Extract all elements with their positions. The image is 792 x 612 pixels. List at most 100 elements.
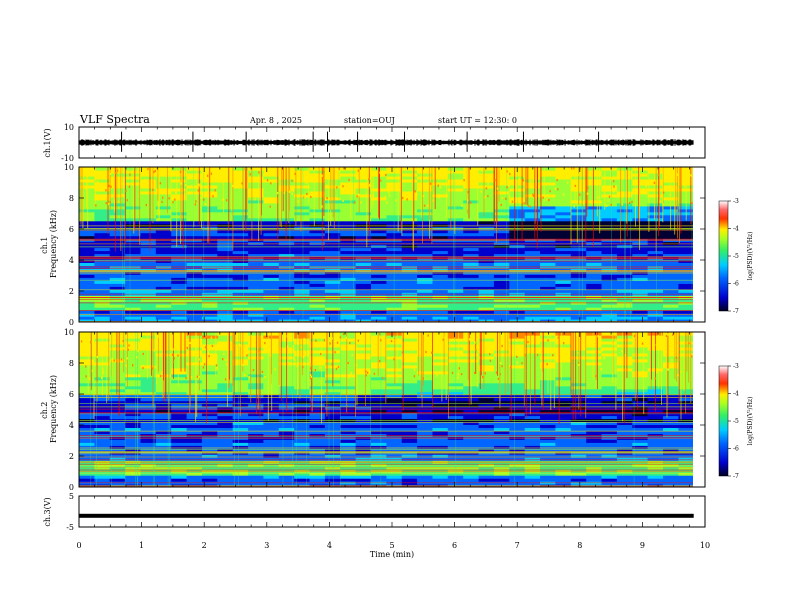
spectrogram-cell	[570, 307, 587, 311]
spectrogram-cell	[632, 332, 649, 336]
spectrogram-cell	[601, 244, 618, 249]
spectrogram-cell	[186, 217, 203, 222]
spectrogram-cell	[79, 439, 95, 443]
spectrogram-cell	[540, 454, 556, 458]
spectrogram-cell	[540, 313, 556, 317]
spectrogram-cell	[478, 173, 495, 177]
spectrogram-cell	[217, 335, 234, 339]
spectrogram-cell	[140, 332, 157, 336]
spectrogram-cell	[125, 262, 142, 266]
spectrogram-cell	[555, 283, 572, 287]
spectrogram-cell	[309, 406, 326, 411]
spectrogram-cell	[401, 343, 418, 348]
spectrogram-cell	[493, 367, 510, 372]
spectrogram-cell	[125, 178, 142, 183]
spectrogram-cell	[309, 262, 326, 266]
spectrogram-cell	[493, 335, 510, 339]
spectrogram-cell	[109, 229, 126, 234]
spectrogram-speckle	[437, 184, 439, 187]
spectrogram-cell	[432, 286, 449, 290]
spectrogram-cell	[601, 211, 618, 216]
spectrogram-cell	[94, 289, 111, 293]
spectrogram-cell	[586, 178, 603, 183]
spectrogram-cell	[616, 319, 633, 322]
spectrogram-cell	[447, 463, 464, 467]
spectrogram-cell	[493, 394, 510, 399]
spectrogram-cell	[79, 358, 95, 363]
spectrogram-cell	[186, 241, 203, 246]
spectrogram-cell	[109, 247, 126, 252]
spectrogram-cell	[555, 394, 572, 399]
spectrogram-cell	[232, 430, 249, 434]
spectrogram-cell	[478, 202, 495, 207]
spectrogram-cell	[386, 173, 403, 177]
spectrogram-cell	[678, 187, 693, 192]
spectrogram-cell	[232, 448, 249, 452]
spectrogram-cell	[171, 415, 188, 420]
spectrogram-cell	[155, 202, 172, 207]
spectrogram-speckle	[677, 174, 679, 177]
spectrogram-cell	[94, 445, 111, 449]
spectrogram-cell	[294, 173, 311, 177]
spectrogram-cell	[417, 307, 434, 311]
spectrogram-cell	[140, 196, 157, 201]
spectrogram-cell	[201, 346, 218, 351]
spectrogram-cell	[155, 199, 172, 204]
spectrogram-cell	[371, 451, 387, 455]
spectrogram-cell	[601, 457, 618, 461]
spectrogram-cell	[371, 382, 387, 387]
spectrogram-cell	[109, 235, 126, 240]
spectrogram-cell	[109, 457, 126, 461]
spectrogram-cell	[109, 232, 126, 237]
spectrogram-cell	[155, 187, 172, 192]
spectrogram-cell	[586, 184, 603, 189]
spectrogram-cell	[263, 472, 280, 476]
spectrogram-cell	[478, 400, 495, 405]
spectrogram-speckle	[487, 182, 489, 185]
spectrogram-cell	[125, 167, 142, 171]
spectrogram-cell	[647, 469, 664, 473]
spectrogram-cell	[524, 433, 541, 437]
spectrogram-cell	[324, 217, 341, 222]
spectrogram-cell	[663, 316, 679, 320]
spectrogram-cell	[140, 235, 157, 240]
spectrogram-cell	[140, 338, 157, 342]
spectrogram-cell	[632, 214, 649, 219]
spectrogram-cell	[248, 286, 265, 290]
spectrogram-cell	[555, 199, 572, 204]
spectrogram-cell	[109, 338, 126, 342]
spectrogram-cell	[540, 220, 556, 225]
spectrogram-cell	[540, 253, 556, 257]
spectrogram-cell	[125, 205, 142, 210]
spectrogram-cell	[586, 277, 603, 281]
spectrogram-cell	[217, 250, 234, 255]
spectrogram-cell	[663, 412, 679, 417]
spectrogram-cell	[493, 355, 510, 360]
spectrogram-cell	[109, 178, 126, 183]
spectrogram-cell	[540, 170, 556, 174]
spectrogram-cell	[540, 244, 556, 249]
spectrogram-cell	[371, 352, 387, 357]
spectrogram-cell	[217, 232, 234, 237]
spectrogram-cell	[524, 316, 541, 320]
spectrogram-speckle	[379, 171, 381, 174]
spectrogram-cell	[616, 445, 633, 449]
spectrogram-cell	[186, 475, 203, 479]
spectrogram-cell	[155, 454, 172, 458]
spectrogram-cell	[186, 223, 203, 228]
spectrogram-cell	[417, 361, 434, 366]
spectrogram-cell	[355, 319, 372, 322]
spectrogram-cell	[201, 250, 218, 255]
spectrogram-cell	[586, 358, 603, 363]
spectrogram-cell	[355, 445, 372, 449]
spectrogram-speckle	[505, 197, 507, 200]
spectrogram-cell	[601, 247, 618, 252]
spectrogram-cell	[555, 202, 572, 207]
spectrogram-cell	[647, 319, 664, 322]
spectrogram-cell	[616, 199, 633, 204]
spectrogram-cell	[586, 202, 603, 207]
spectrogram-cell	[616, 217, 633, 222]
spectrogram-cell	[616, 403, 633, 408]
spectrogram-speckle	[579, 193, 581, 196]
spectrogram-cell	[417, 355, 434, 360]
